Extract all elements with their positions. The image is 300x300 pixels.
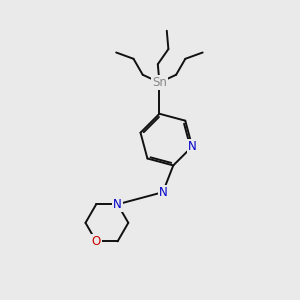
Text: Sn: Sn — [152, 76, 167, 89]
Text: N: N — [158, 186, 167, 199]
Text: N: N — [188, 140, 197, 153]
Text: N: N — [113, 198, 122, 211]
Text: O: O — [92, 235, 101, 248]
